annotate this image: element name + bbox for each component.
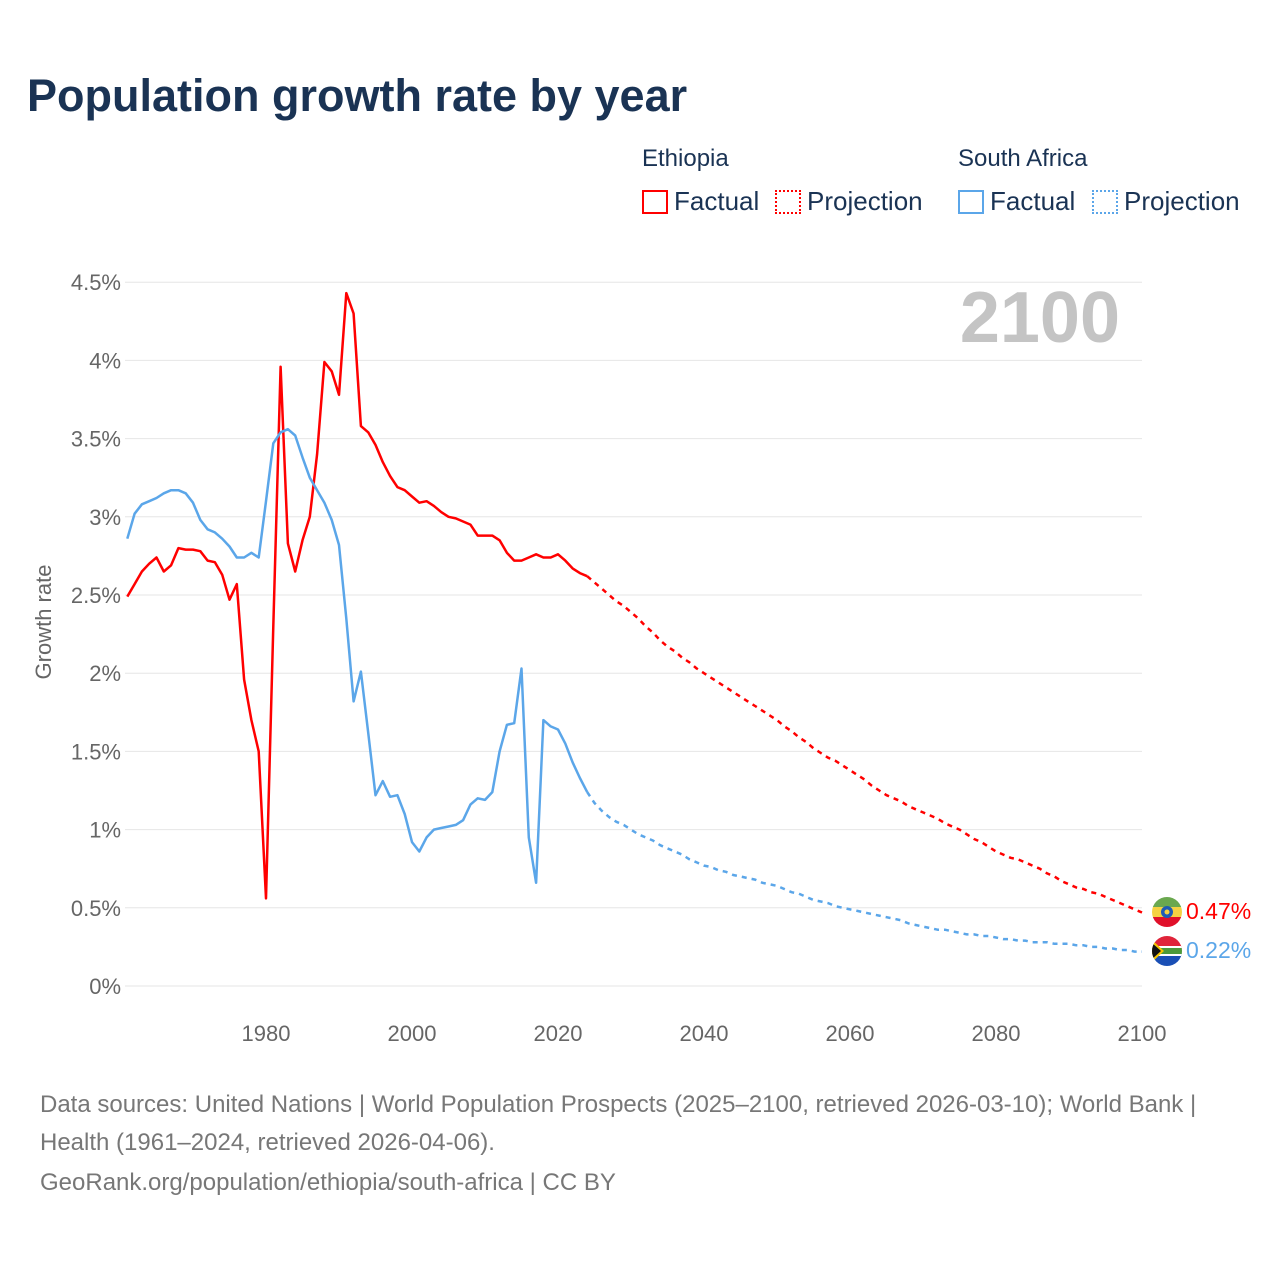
ethiopia-end-label: 0.47%	[1186, 898, 1251, 924]
y-tick-label: 0%	[89, 974, 121, 999]
x-tick-label: 2100	[1118, 1021, 1167, 1046]
x-tick-label: 2000	[388, 1021, 437, 1046]
legend-label: Factual	[990, 186, 1076, 216]
chart-title: Population growth rate by year	[27, 70, 688, 121]
x-tick-label: 2020	[534, 1021, 583, 1046]
legend-south-africa-projection[interactable]: Projection	[1092, 186, 1240, 217]
year-display: 2100	[960, 278, 1120, 358]
x-tick-label: 1980	[242, 1021, 291, 1046]
legend-ethiopia-projection[interactable]: Projection	[775, 186, 923, 217]
y-tick-label: 3%	[89, 505, 121, 530]
legend-label: Factual	[674, 186, 760, 216]
y-tick-label: 4.5%	[71, 270, 121, 295]
legend-swatch-solid	[958, 189, 984, 214]
y-tick-label: 4%	[89, 348, 121, 373]
data-sources: Data sources: United Nations | World Pop…	[40, 1091, 1197, 1156]
south-africa-end-label: 0.22%	[1186, 937, 1251, 963]
legend-swatch-dotted	[1092, 189, 1118, 214]
legend-group-ethiopia: Ethiopia	[642, 145, 729, 172]
y-tick-label: 1%	[89, 818, 121, 843]
chart-plot: 0% 0.5% 1% 1.5% 2% 2.5% 3% 3.5% 4% 4.5% 1980 2000 20…	[31, 270, 1251, 1046]
south-africa-factual-line	[126, 427, 589, 885]
legend-ethiopia-factual[interactable]: Factual	[642, 186, 759, 217]
ethiopia-flag-icon	[1152, 897, 1182, 927]
y-tick-label: 3.5%	[71, 427, 121, 452]
y-tick-label: 2%	[89, 661, 121, 686]
legend-swatch-dotted	[775, 189, 801, 214]
ethiopia-projection-line	[586, 575, 1143, 914]
south-africa-projection-line	[586, 791, 1142, 953]
y-tick-label: 2.5%	[71, 583, 121, 608]
legend-group-south-africa: South Africa	[958, 145, 1088, 172]
ethiopia-factual-line	[126, 291, 588, 900]
legend-swatch-solid	[642, 189, 668, 214]
legend-label: Projection	[1124, 186, 1240, 216]
y-axis-label: Growth rate	[31, 565, 56, 680]
x-tick-label: 2080	[972, 1021, 1021, 1046]
south-africa-flag-icon	[1152, 936, 1182, 966]
y-tick-label: 1.5%	[71, 739, 121, 764]
x-tick-label: 2040	[680, 1021, 729, 1046]
credit-link[interactable]: GeoRank.org/population/ethiopia/south-af…	[40, 1169, 616, 1196]
x-tick-label: 2060	[826, 1021, 875, 1046]
legend-label: Projection	[807, 186, 923, 216]
y-tick-label: 0.5%	[71, 896, 121, 921]
legend-south-africa-factual[interactable]: Factual	[958, 186, 1075, 217]
